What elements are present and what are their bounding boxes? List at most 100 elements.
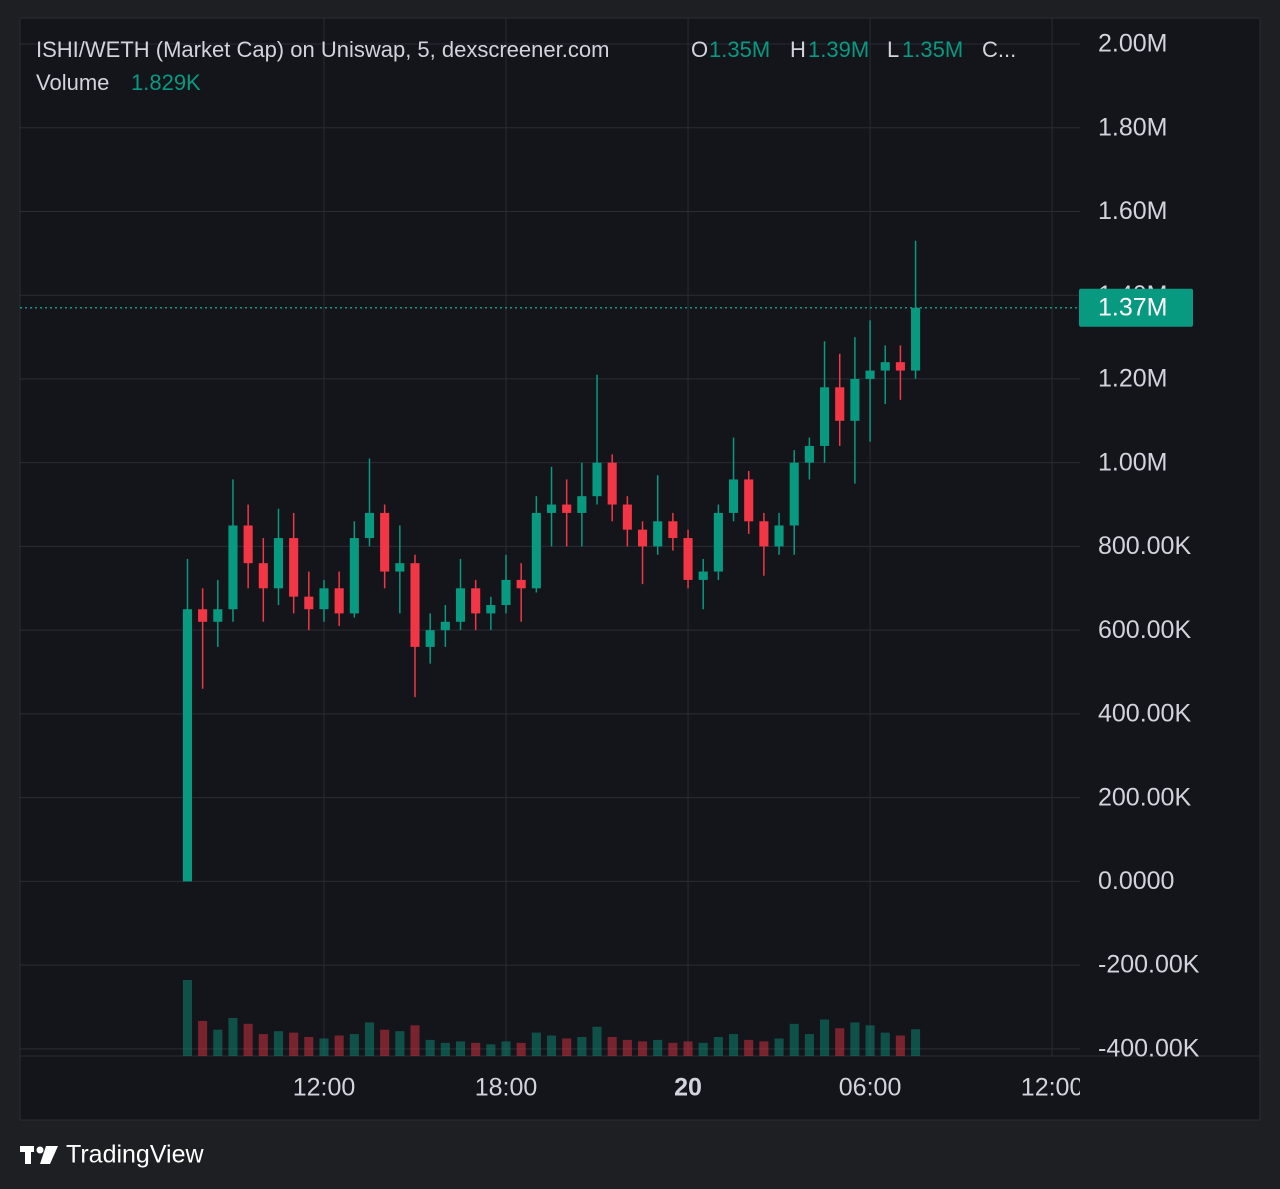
volume-bar bbox=[653, 1039, 663, 1056]
candle-body bbox=[228, 525, 238, 610]
candle-body bbox=[850, 378, 860, 421]
volume-bar bbox=[577, 1037, 587, 1056]
candle-body bbox=[562, 504, 572, 513]
volume-bar bbox=[471, 1042, 481, 1056]
y-tick-label: 1.00M bbox=[1098, 448, 1167, 476]
candle-body bbox=[304, 596, 314, 610]
candle-body bbox=[653, 521, 663, 547]
last-price-box bbox=[1079, 288, 1193, 327]
x-tick-label: 12:00 bbox=[293, 1074, 356, 1102]
candle-body bbox=[637, 529, 648, 547]
candle-body bbox=[425, 630, 435, 647]
volume-bar bbox=[364, 1022, 375, 1056]
candle-body bbox=[243, 525, 253, 564]
candle-body bbox=[395, 563, 405, 572]
volume-bar bbox=[668, 1042, 678, 1056]
volume-bar bbox=[395, 1031, 405, 1056]
candle-body bbox=[622, 504, 632, 530]
header: ISHI/WETH (Market Cap) on Uniswap, 5, de… bbox=[36, 37, 1016, 95]
candle-body bbox=[728, 479, 739, 513]
brand: TradingView bbox=[20, 1141, 205, 1169]
legend-key: H bbox=[790, 37, 806, 62]
volume-bar bbox=[380, 1029, 390, 1056]
volume-bar bbox=[182, 980, 193, 1056]
volume-bar bbox=[501, 1041, 511, 1056]
volume-bar bbox=[728, 1034, 739, 1056]
legend-value: 1.35M bbox=[902, 37, 963, 62]
candle-body bbox=[410, 563, 420, 647]
volume-bar bbox=[213, 1029, 223, 1056]
candle-body bbox=[744, 479, 754, 522]
volume-bar bbox=[622, 1039, 632, 1056]
volume-bar bbox=[607, 1037, 617, 1056]
candle-body bbox=[198, 609, 208, 622]
y-axis: 2.00M1.80M1.60M1.40M1.20M1.00M800.00K600… bbox=[1098, 30, 1200, 1063]
candle-body bbox=[546, 504, 557, 513]
candle-body bbox=[820, 387, 830, 446]
volume-bar bbox=[895, 1035, 905, 1056]
candle-body bbox=[213, 609, 223, 622]
y-tick-label: 0.0000 bbox=[1098, 867, 1174, 895]
volume-bar bbox=[774, 1038, 784, 1056]
volume-bar bbox=[531, 1032, 541, 1056]
legend-key: C... bbox=[982, 37, 1016, 62]
candles bbox=[182, 240, 921, 882]
brand-name: TradingView bbox=[66, 1141, 205, 1169]
volume-bar bbox=[804, 1034, 814, 1056]
candle-body bbox=[668, 521, 678, 539]
y-tick-label: 400.00K bbox=[1098, 700, 1191, 728]
volume-bar bbox=[698, 1042, 708, 1056]
volume-bar bbox=[546, 1035, 557, 1056]
volume-bar bbox=[289, 1032, 299, 1056]
candle-body bbox=[911, 307, 921, 371]
candle-body bbox=[364, 512, 375, 539]
volume-bar bbox=[683, 1041, 693, 1056]
candle-body bbox=[835, 387, 845, 421]
candle-body bbox=[273, 538, 284, 589]
logo bbox=[40, 1146, 58, 1164]
x-tick-label: 12:00 bbox=[1021, 1074, 1084, 1102]
volume-bar bbox=[486, 1044, 496, 1056]
y-tick-label: 200.00K bbox=[1098, 783, 1191, 811]
candle-body bbox=[258, 563, 268, 589]
candle-body bbox=[895, 362, 905, 371]
volume-bar bbox=[911, 1029, 921, 1056]
volume-key: Volume bbox=[36, 70, 109, 95]
x-tick-label: 06:00 bbox=[839, 1074, 902, 1102]
volume-bar bbox=[455, 1041, 466, 1056]
chart-panel bbox=[19, 17, 1261, 1121]
y-tick-label: -200.00K bbox=[1098, 951, 1200, 979]
y-tick-label: 1.60M bbox=[1098, 197, 1167, 225]
candle-body bbox=[501, 579, 511, 606]
volume-bar bbox=[349, 1034, 359, 1056]
volume-bar bbox=[789, 1023, 799, 1056]
candle-body bbox=[789, 462, 799, 526]
volume-bar bbox=[440, 1042, 450, 1056]
candle-body bbox=[334, 588, 344, 614]
candle-body bbox=[531, 512, 541, 589]
candle-body bbox=[698, 571, 708, 580]
volume-bar bbox=[410, 1025, 420, 1056]
candle-body bbox=[440, 621, 450, 631]
candle-body bbox=[380, 512, 390, 572]
candle-body bbox=[577, 496, 587, 513]
candle-body bbox=[683, 538, 693, 580]
candle-body bbox=[865, 370, 875, 379]
candle-body bbox=[319, 588, 329, 610]
y-tick-label: 2.00M bbox=[1098, 30, 1167, 58]
logo bbox=[25, 1146, 31, 1164]
volume-bar bbox=[425, 1039, 435, 1056]
volume-bar bbox=[865, 1025, 875, 1056]
candle-body bbox=[713, 512, 723, 572]
volume-bar bbox=[258, 1034, 268, 1056]
x-tick-label: 18:00 bbox=[475, 1074, 538, 1102]
candle-body bbox=[289, 538, 299, 597]
y-tick-label: 600.00K bbox=[1098, 616, 1191, 644]
y-tick-label: 1.80M bbox=[1098, 113, 1167, 141]
volume-bar bbox=[713, 1037, 723, 1056]
candle-body bbox=[759, 521, 769, 547]
volume-bar bbox=[273, 1031, 284, 1056]
volume-bar bbox=[850, 1022, 860, 1056]
logo bbox=[36, 1146, 44, 1154]
